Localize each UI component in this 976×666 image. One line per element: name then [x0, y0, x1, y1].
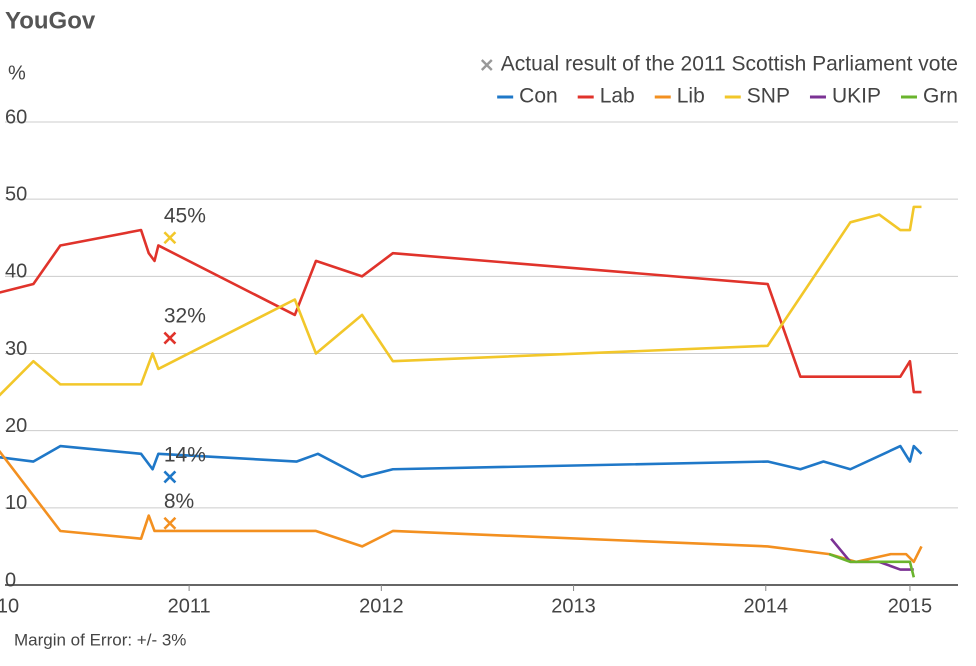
y-tick-label: 40: [5, 261, 27, 283]
series-line: [0, 449, 923, 564]
series-line: [0, 205, 922, 397]
legend-title: Actual result of the 2011 Scottish Parli…: [501, 53, 958, 76]
series-line: [0, 228, 922, 394]
x-tick-label: 2014: [744, 595, 789, 617]
result-cross: [163, 516, 177, 530]
series-line: [0, 444, 923, 479]
brand: YouGov: [5, 7, 96, 34]
legend-cross: [480, 59, 493, 71]
y-tick-label: 60: [5, 106, 27, 128]
y-tick-label: 30: [5, 338, 27, 360]
legend-label: Lib: [677, 85, 705, 108]
value-label: 8%: [164, 490, 194, 513]
result-cross: [163, 331, 177, 345]
value-label: 14%: [164, 444, 206, 467]
series-line: [828, 552, 916, 578]
result-cross: [163, 470, 177, 484]
legend-label: Grn: [923, 85, 958, 108]
x-tick-label: 2011: [168, 595, 211, 617]
y-unit: %: [8, 62, 26, 84]
legend-label: Con: [519, 85, 558, 108]
result-cross: [163, 231, 177, 245]
x-tick-label: 2015: [888, 595, 933, 617]
result-marker: [163, 470, 177, 484]
value-label: 45%: [164, 204, 206, 227]
legend-label: UKIP: [832, 85, 881, 108]
x-tick-label: 2012: [359, 595, 404, 617]
legend-label: Lab: [600, 85, 635, 108]
y-tick-label: 0: [5, 569, 16, 591]
x-tick-label: 2013: [551, 595, 596, 617]
value-label: 32%: [164, 305, 206, 328]
x-tick-label: 2010: [0, 595, 19, 617]
y-tick-label: 50: [5, 183, 27, 205]
result-marker: [163, 516, 177, 530]
y-tick-label: 20: [5, 415, 27, 437]
result-marker: [163, 331, 177, 345]
note: Margin of Error: +/- 3%: [14, 630, 186, 649]
legend-label: SNP: [747, 85, 790, 108]
y-tick-label: 10: [5, 492, 27, 514]
result-marker: [163, 231, 177, 245]
